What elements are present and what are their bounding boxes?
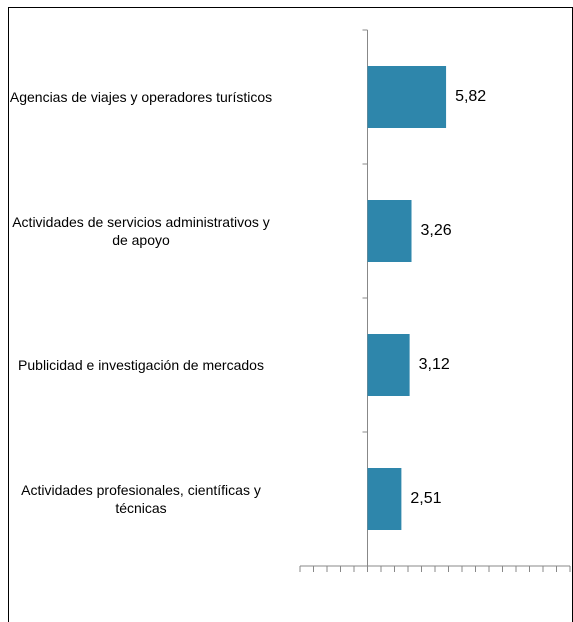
value-label: 3,26 <box>421 222 452 239</box>
bar <box>367 334 410 396</box>
bar <box>367 200 412 262</box>
category-label: Agencias de viajes y operadores turístic… <box>9 89 273 105</box>
value-label: 5,82 <box>455 88 486 105</box>
value-label: 2,51 <box>410 490 441 507</box>
bar <box>367 468 402 530</box>
category-label: Publicidad e investigación de mercados <box>18 357 264 373</box>
category-label: Actividades profesionales, científicas y… <box>21 482 261 516</box>
value-label: 3,12 <box>419 356 450 373</box>
bar <box>367 66 447 128</box>
category-label: Actividades de servicios administrativos… <box>12 214 270 248</box>
